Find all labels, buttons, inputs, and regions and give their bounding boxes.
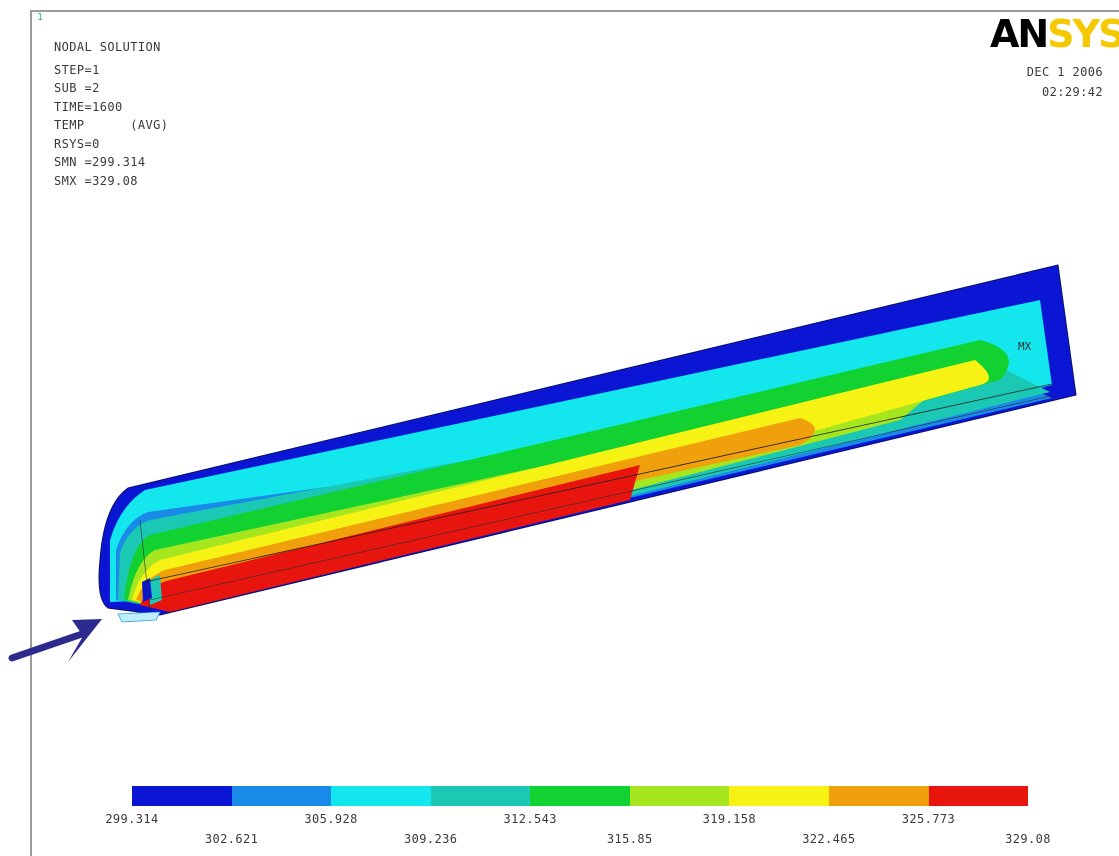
legend-level-label: 299.314	[105, 812, 159, 826]
info-sub: SUB =2	[54, 81, 100, 95]
beam-outline	[98, 264, 1077, 616]
legend-swatch	[331, 786, 431, 806]
legend-swatch	[132, 786, 232, 806]
info-smx: SMX =329.08	[54, 173, 138, 188]
max-marker: MX	[1018, 340, 1032, 353]
legend-swatch	[231, 786, 332, 806]
ansys-logo: ANSYS	[990, 14, 1119, 54]
inner-edge-line	[144, 383, 1053, 583]
logo-part-sys: SYS	[1047, 12, 1119, 56]
load-arrow-head	[68, 619, 102, 662]
info-temp: TEMP (AVG)	[54, 118, 169, 132]
inner-edge-line-2	[149, 394, 1056, 601]
legend-level-label: 322.465	[802, 832, 856, 846]
solution-info: NODAL SOLUTION STEP=1 SUB =2 TIME=1600 T…	[54, 38, 168, 190]
legend-swatch	[928, 786, 1029, 806]
legend-swatch	[828, 786, 929, 806]
support-edge	[117, 611, 161, 623]
legend-swatch	[430, 786, 531, 806]
window-number-marker: 1	[37, 12, 44, 23]
load-arrow-icon	[8, 619, 102, 662]
load-arrow-shaft	[8, 629, 89, 662]
legend-level-label: 329.08	[1005, 832, 1051, 846]
timestamp-time: 02:29:42	[1042, 85, 1103, 99]
info-rsys: RSYS=0	[54, 136, 100, 151]
timestamp-date: DEC 1 2006	[1026, 65, 1103, 79]
info-time: TIME=1600	[54, 99, 123, 114]
legend-swatch	[629, 786, 730, 806]
legend-level-label: 305.928	[304, 812, 358, 826]
end-face-line	[139, 519, 151, 613]
info-step: STEP=1	[54, 62, 100, 77]
legend-swatch	[530, 786, 630, 806]
band-3b	[150, 575, 162, 605]
solution-title: NODAL SOLUTION	[54, 40, 161, 54]
band-0b	[142, 578, 152, 602]
legend-level-label: 312.543	[503, 812, 557, 826]
legend-level-label: 315.85	[606, 832, 653, 846]
graphics-frame	[30, 10, 1119, 856]
legend-level-label: 319.158	[702, 812, 757, 826]
legend-level-label: 325.773	[901, 812, 956, 826]
info-smn: SMN =299.314	[54, 155, 146, 169]
color-legend	[132, 786, 1029, 806]
timestamp: DEC 1 2006 02:29:42	[1027, 62, 1103, 102]
legend-swatch	[729, 786, 829, 806]
band-8	[140, 465, 640, 612]
legend-level-label: 302.621	[204, 832, 259, 846]
legend-level-label: 309.236	[403, 832, 458, 846]
logo-part-an: AN	[990, 12, 1049, 56]
